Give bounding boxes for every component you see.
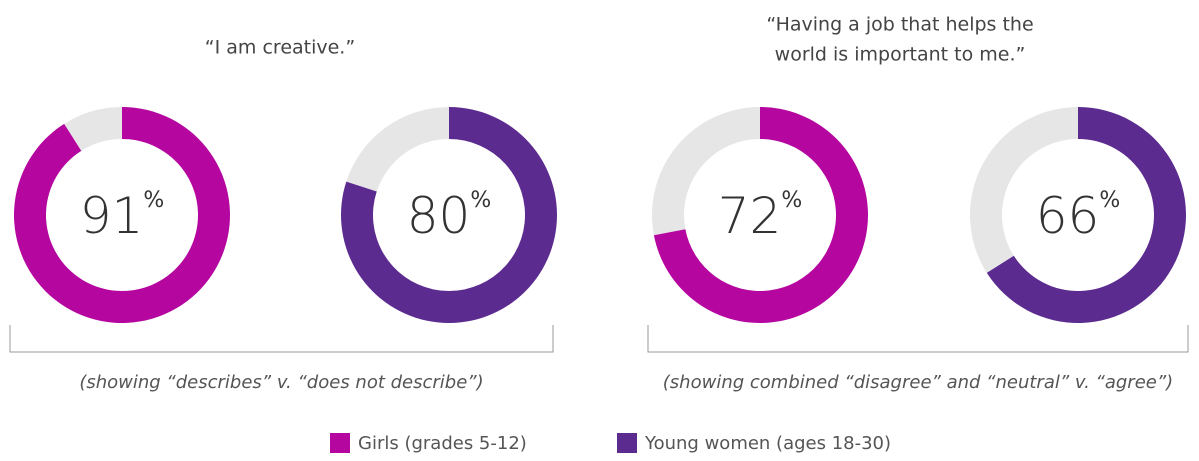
donut-segment: [653, 107, 868, 324]
value-unit: %: [781, 188, 802, 213]
chart-title: “Having a job that helps the: [766, 14, 1033, 36]
value-unit: %: [1099, 188, 1120, 213]
value-number: 72: [718, 187, 782, 245]
donut-segment: [340, 107, 557, 323]
value-label: 72%: [718, 187, 803, 245]
legend-swatch: [330, 433, 350, 453]
chart-note: (showing combined “disagree” and “neutra…: [663, 372, 1173, 393]
bracket: [647, 325, 1189, 353]
value-unit: %: [470, 188, 491, 213]
value-label: 91%: [80, 187, 165, 245]
donut-segment: [14, 107, 231, 323]
donut-segment: [986, 107, 1186, 324]
bracket: [9, 325, 554, 353]
value-number: 80: [407, 187, 471, 245]
value-unit: %: [143, 188, 164, 213]
chart-title: “I am creative.”: [205, 37, 355, 59]
donut-remainder: [64, 107, 122, 151]
value-label: 80%: [407, 187, 492, 245]
donut-remainder: [652, 107, 760, 236]
legend-label: Young women (ages 18-30): [644, 433, 891, 454]
donut-remainder: [346, 107, 449, 192]
chart-note: (showing “describes” v. “does not descri…: [79, 372, 483, 393]
value-label: 66%: [1036, 187, 1121, 245]
legend-label: Girls (grades 5-12): [358, 433, 527, 454]
value-number: 66: [1036, 187, 1100, 245]
donut-remainder: [970, 107, 1078, 273]
legend-swatch: [617, 433, 637, 453]
value-number: 91: [80, 187, 144, 245]
chart-title: world is important to me.”: [775, 44, 1026, 66]
